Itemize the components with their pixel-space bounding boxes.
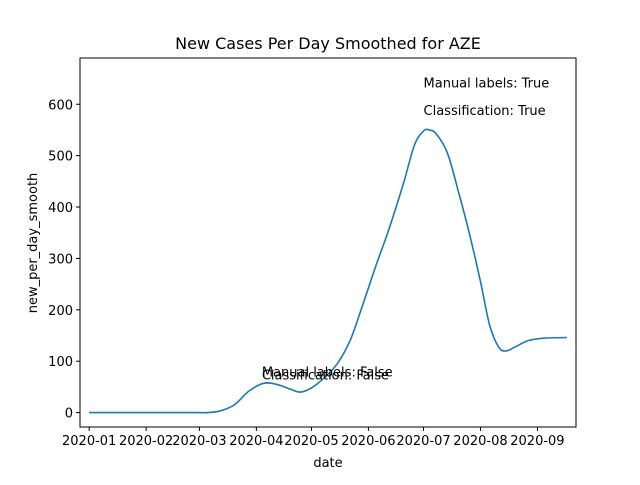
annotations: Manual labels: True Classification: True M… [262,76,549,383]
y-tick-label: 100 [48,355,73,370]
chart-title: New Cases Per Day Smoothed for AZE [175,34,481,53]
y-tick-label: 600 [48,98,73,113]
x-tick-label: 2020-03 [172,434,226,449]
annotation-text: Manual labels: True [424,76,550,91]
x-tick-label: 2020-06 [341,434,395,449]
plot-area-frame [79,57,577,428]
y-tick-label: 300 [48,252,73,267]
y-tick-label: 0 [65,407,73,422]
series-line [89,128,567,414]
y-axis: 0 100 200 300 400 500 600 [48,98,80,422]
annotation-text: Manual labels: False [262,366,393,381]
x-tick-label: 2020-08 [453,434,507,449]
x-tick-label: 2020-09 [510,434,564,449]
y-tick-label: 500 [48,150,73,165]
x-tick-label: 2020-05 [284,434,338,449]
x-tick-label: 2020-04 [229,434,283,449]
y-axis-label: new_per_day_smooth [26,173,41,314]
x-axis-label: date [313,456,342,471]
x-tick-label: 2020-07 [396,434,450,449]
annotation-text: Classification: False [262,369,389,384]
x-tick-label: 2020-02 [119,434,173,449]
annotation-text: Classification: True [424,104,546,119]
x-tick-label: 2020-01 [62,434,116,449]
y-tick-label: 200 [48,304,73,319]
y-tick-label: 400 [48,201,73,216]
